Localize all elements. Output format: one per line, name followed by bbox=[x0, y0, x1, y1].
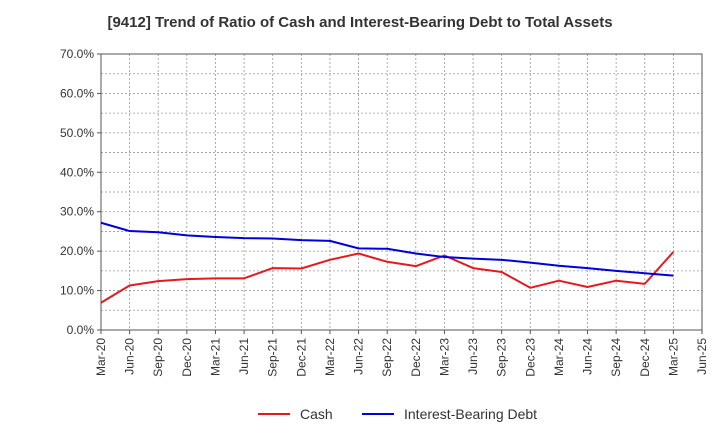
series-line-interest-bearing-debt bbox=[100, 221, 674, 277]
y-tick-label: 0.0% bbox=[67, 323, 95, 337]
legend-label: Interest-Bearing Debt bbox=[404, 406, 537, 422]
x-tick-label: Mar-25 bbox=[666, 338, 680, 376]
plot-border bbox=[100, 53, 703, 331]
x-tick-label: Sep-20 bbox=[151, 338, 165, 377]
x-tick-label: Mar-22 bbox=[323, 338, 337, 376]
series-line-cash bbox=[100, 251, 675, 304]
x-tick-label: Jun-23 bbox=[466, 338, 480, 375]
x-tick-label: Mar-21 bbox=[208, 338, 222, 376]
x-tick-label: Jun-25 bbox=[695, 338, 709, 375]
x-tick-label: Mar-20 bbox=[94, 338, 108, 376]
x-tick-label: Jun-20 bbox=[123, 338, 137, 375]
x-tick-label: Sep-23 bbox=[495, 338, 509, 377]
y-tick-label: 20.0% bbox=[60, 244, 94, 258]
legend-label: Cash bbox=[300, 406, 333, 422]
x-tick-label: Mar-24 bbox=[552, 338, 566, 376]
x-tick-label: Jun-21 bbox=[237, 338, 251, 375]
x-tick-label: Sep-22 bbox=[380, 338, 394, 377]
y-tick-label: 60.0% bbox=[60, 86, 94, 100]
x-tick-label: Dec-21 bbox=[294, 338, 308, 377]
x-tick-label: Dec-24 bbox=[638, 338, 652, 377]
x-tick-label: Sep-24 bbox=[609, 338, 623, 377]
x-tick-label: Dec-23 bbox=[523, 338, 537, 377]
y-tick-label: 10.0% bbox=[60, 284, 94, 298]
x-tick-label: Mar-23 bbox=[437, 338, 451, 376]
x-tick-label: Jun-22 bbox=[352, 338, 366, 375]
x-tick-label: Jun-24 bbox=[581, 338, 595, 375]
y-tick-label: 50.0% bbox=[60, 126, 94, 140]
x-tick-label: Sep-21 bbox=[266, 338, 280, 377]
y-tick-label: 70.0% bbox=[60, 47, 94, 61]
chart-title: [9412] Trend of Ratio of Cash and Intere… bbox=[107, 14, 613, 31]
y-tick-label: 40.0% bbox=[60, 165, 94, 179]
x-tick-label: Dec-22 bbox=[409, 338, 423, 377]
x-tick-label: Dec-20 bbox=[180, 338, 194, 377]
y-tick-label: 30.0% bbox=[60, 205, 94, 219]
